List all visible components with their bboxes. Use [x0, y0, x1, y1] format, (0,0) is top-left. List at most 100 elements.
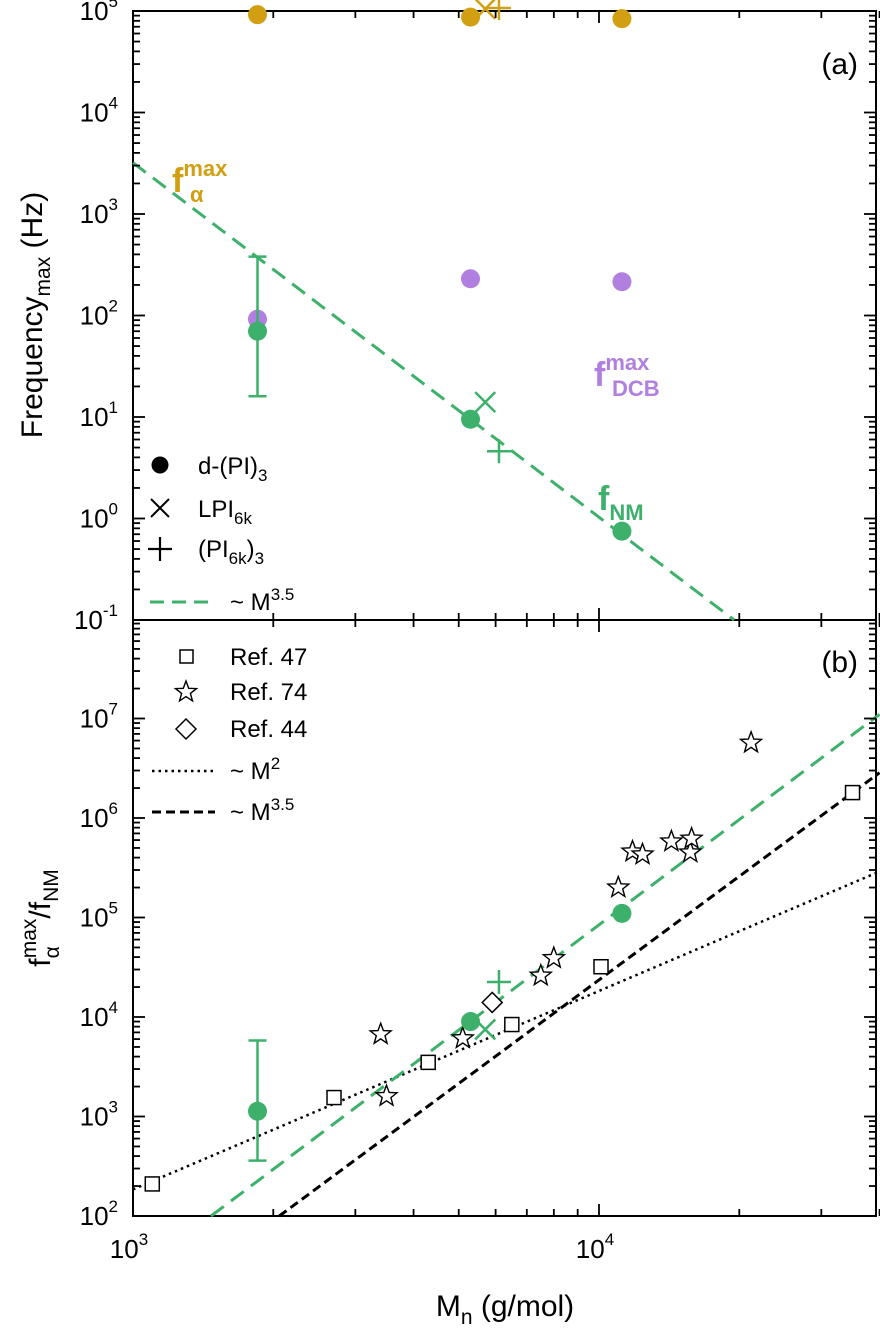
panel-b-y-tick-label-base: 10	[80, 1002, 109, 1032]
panel-a-y-tick-label-base: 10	[80, 504, 109, 534]
panel-a-y-tick-label-exp: 4	[109, 94, 118, 113]
panel-a-y-tick-label: 10-1	[74, 601, 118, 635]
panel-b-square-square-point	[420, 1054, 436, 1071]
ylabel-b-main: f	[24, 958, 57, 967]
panel-b-square-square-point	[504, 1016, 520, 1033]
legend-a-3-text: (PI	[198, 536, 229, 563]
panel-a-alpha-circle-point	[612, 9, 632, 29]
panel-a-y-tick-label: 103	[80, 195, 118, 229]
panel-a-y-tick-label-base: 10	[80, 0, 109, 26]
legend-b-entry-1: Ref. 47	[230, 644, 307, 671]
ylabel-b-sub1: α	[41, 946, 64, 958]
annot-alpha-sub: α	[190, 182, 204, 207]
panel-a-y-tick-label-exp: -1	[103, 601, 118, 620]
panel-b-frame	[132, 619, 877, 1217]
panel-b-star-star-point	[450, 1025, 476, 1049]
panel-b-star-star-point	[738, 729, 764, 754]
annot-nm-sub: NM	[609, 500, 643, 525]
legend-a: d-(PI)3 LPI6k (PI6k)3 ~ M3.5	[148, 453, 294, 616]
panel-a-nm-circle-point	[248, 321, 268, 341]
ylabel-b-mid: /f	[24, 901, 57, 918]
legend-a-1-text: d-(PI)	[198, 453, 258, 480]
panel-b-y-tick-label: 106	[80, 799, 118, 833]
x-tick-label: 104	[576, 1230, 614, 1264]
legend-a-1-sub: 3	[258, 466, 267, 485]
legend-a-circle-marker	[151, 456, 169, 474]
panel-b-y-tick-label-base: 10	[80, 803, 109, 833]
panel-b-marks	[132, 713, 880, 1218]
panel-a-y-axis-title: Frequencymax (Hz)	[16, 192, 55, 438]
panel-b-y-tick-label: 107	[80, 700, 118, 734]
x-tick-label-base: 10	[110, 1234, 139, 1264]
legend-a-entry-1: d-(PI)3	[198, 453, 267, 485]
panel-b-y-tick-label: 104	[80, 998, 118, 1032]
panel-a-y-tick-label-base: 10	[74, 605, 103, 635]
panel-b-star-star-point	[368, 1021, 394, 1045]
legend-b-diamond-marker	[174, 717, 198, 741]
legend-b-entry-2: Ref. 74	[230, 679, 307, 706]
ylabel-sub: max	[32, 256, 55, 296]
legend-b-4-sup: 2	[271, 754, 280, 773]
panel-a-y-tick-label-base: 10	[80, 199, 109, 229]
legend-a-2-sub: 6k	[234, 509, 252, 528]
panel-a-y-tick-label-base: 10	[80, 98, 109, 128]
legend-b-square-marker	[179, 649, 194, 664]
panel-a-y-tick-label-exp: 1	[109, 398, 118, 417]
panel-a-fit-line	[132, 161, 736, 622]
panel-b-y-tick-label: 105	[80, 899, 118, 933]
panel-b-fit-line-1	[132, 870, 880, 1191]
panel-b-star-star-point	[374, 1083, 399, 1107]
panel-b-y-tick-label-base: 10	[80, 704, 109, 734]
panel-a-nm-x-stroke	[474, 391, 497, 414]
panel-a-nm-x-point	[474, 391, 497, 414]
xlabel-unit: (g/mol)	[473, 1290, 575, 1323]
panel-a-alpha-circle-point	[461, 7, 481, 27]
legend-b-entry-3: Ref. 44	[230, 716, 307, 743]
panel-a-y-tick-label: 102	[80, 297, 118, 331]
panel-a-y-tick-label-exp: 5	[109, 0, 118, 11]
panel-a-label: (a)	[821, 48, 858, 81]
legend-a-4-text: ~ M	[230, 589, 271, 616]
legend-a-plus-marker	[148, 537, 172, 561]
panel-b-y-tick-label-exp: 3	[109, 1098, 118, 1117]
panel-a-y-tick-label: 101	[80, 398, 118, 432]
panel-a-y-tick-label-exp: 2	[109, 297, 118, 316]
ylabel-b-sup1: max	[18, 918, 41, 958]
annot-dcb-sub: DCB	[612, 376, 660, 401]
panel-b-star-star-point	[528, 962, 554, 987]
annot-dcb-main: f	[594, 356, 606, 394]
legend-b-4-text: ~ M	[230, 758, 271, 785]
panel-b-fit-line-2	[278, 771, 880, 1218]
panel-b-y-tick-label: 103	[80, 1098, 118, 1132]
legend-a-entry-3: (PI6k)3	[198, 536, 264, 568]
panel-b-y-tick-label-exp: 5	[109, 899, 118, 918]
legend-b: Ref. 47 Ref. 74 Ref. 44 ~ M2 ~ M3.5	[152, 644, 307, 826]
panel-a-marks	[132, 0, 736, 622]
legend-a-2-text: LPI	[198, 496, 234, 523]
panel-a-dcb-circle-point	[612, 272, 632, 292]
panel-b-nm-x-stroke	[474, 1018, 497, 1041]
panel-a-y-tick-label: 105	[80, 0, 118, 26]
panel-a-y-tick-label: 104	[80, 94, 118, 128]
panel-b-star-star-point	[679, 825, 704, 850]
panel-a-y-tick-label-base: 10	[80, 402, 109, 432]
panel-b-square-square-point	[844, 784, 861, 801]
panel-b-fit-line-3	[210, 713, 880, 1218]
x-tick-label-base: 10	[576, 1234, 605, 1264]
panel-a-nm-circle-point	[612, 521, 632, 541]
panel-b-y-tick-label-exp: 4	[109, 998, 118, 1017]
legend-a-3-tail: )	[247, 536, 255, 563]
annot-alpha-main: f	[172, 162, 184, 200]
panel-b-y-axis-title: fαmax/fNM	[18, 869, 64, 967]
legend-a-3-sub2: 3	[255, 549, 264, 568]
panel-b-diamond-diamond-point	[481, 991, 504, 1014]
panel-a-y-tick-label-exp: 0	[109, 500, 118, 519]
panel-b-y-tick-label-exp: 7	[109, 700, 118, 719]
panel-b-label: (b)	[821, 646, 858, 679]
annot-nm-main: f	[598, 480, 610, 518]
annotation-f-alpha-max: fmax α	[172, 156, 228, 207]
annot-dcb-sup: max	[605, 350, 650, 375]
xlabel-main: M	[436, 1290, 461, 1323]
panel-a-alpha-circle-point	[248, 5, 268, 25]
panel-b-star-star-point	[677, 839, 703, 864]
